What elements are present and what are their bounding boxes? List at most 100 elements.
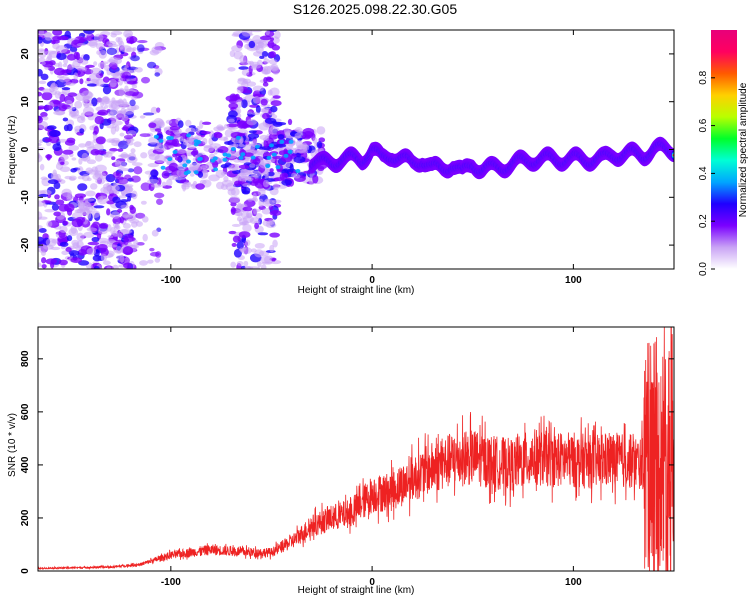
- heatmap-cell: [111, 120, 123, 126]
- heatmap-cell: [263, 199, 275, 207]
- heatmap-cell: [47, 179, 59, 185]
- heatmap-cell: [115, 221, 120, 230]
- heatmap-cell: [161, 171, 170, 179]
- heatmap-cell: [38, 262, 42, 268]
- heatmap-cell: [262, 82, 269, 87]
- heatmap-cell: [77, 183, 88, 191]
- heatmap-cell: [261, 207, 272, 215]
- heatmap-cell: [119, 132, 125, 137]
- heatmap-cell: [244, 266, 252, 269]
- heatmap-cell: [142, 215, 149, 223]
- heatmap-cell: [117, 98, 124, 108]
- heatmap-cell: [95, 136, 106, 145]
- heatmap-cell: [275, 165, 281, 170]
- heatmap-cell: [53, 62, 61, 67]
- heatmap-cell: [61, 188, 72, 198]
- heatmap-cell: [131, 84, 138, 89]
- heatmap-cell: [281, 172, 289, 179]
- heatmap-cell: [102, 85, 112, 95]
- heatmap-cell: [226, 123, 239, 128]
- colorbar-tick-label: 0.0: [698, 262, 709, 276]
- heatmap-cell: [38, 154, 43, 163]
- y-tick-label: 0: [20, 146, 31, 152]
- heatmap-cell: [86, 227, 98, 232]
- heatmap-cell: [154, 72, 161, 77]
- heatmap-cell: [43, 104, 54, 111]
- heatmap-cell: [93, 266, 100, 269]
- heatmap-cell: [66, 53, 77, 61]
- heatmap-cell: [249, 60, 254, 66]
- heatmap-cell: [142, 233, 148, 242]
- heatmap-cell: [264, 117, 277, 124]
- heatmap-cell: [236, 261, 244, 266]
- heatmap-cell: [199, 179, 207, 185]
- heatmap-cell: [191, 165, 203, 172]
- snr-panel: -100 0 100 0 200 400 600 800 Height of straigh…: [7, 326, 675, 596]
- heatmap-cell: [260, 98, 268, 106]
- heatmap-cell: [142, 112, 155, 116]
- heatmap-cell: [272, 239, 278, 248]
- heatmap-cell: [293, 156, 306, 164]
- colorbar: 0.0 0.2 0.4 0.6 0.8 Normalized spectral ampl…: [698, 30, 749, 276]
- heatmap-cell: [238, 143, 245, 147]
- snr-y-axis-label: SNR (10 * v/v): [7, 413, 18, 477]
- heatmap-cell: [135, 221, 144, 227]
- heatmap-cell: [251, 63, 262, 69]
- snr-series-line: [38, 327, 674, 571]
- heatmap-cell: [242, 78, 251, 84]
- heatmap-cell: [229, 196, 241, 203]
- heatmap-cell: [243, 260, 249, 267]
- heatmap-cell: [272, 66, 280, 75]
- heatmap-cell: [302, 127, 315, 137]
- heatmap-cell: [267, 171, 275, 177]
- heatmap-cell: [293, 174, 301, 179]
- heatmap-blobs: [38, 30, 674, 269]
- heatmap-cell: [114, 72, 121, 76]
- heatmap-cell: [126, 155, 138, 164]
- heatmap-cell: [112, 196, 121, 204]
- heatmap-cell: [54, 90, 61, 99]
- heatmap-cell: [63, 203, 75, 213]
- heatmap-cell: [40, 73, 49, 81]
- heatmap-cell: [228, 164, 239, 172]
- heatmap-cell: [257, 232, 269, 236]
- heatmap-cell: [136, 44, 145, 53]
- heatmap-cell: [69, 46, 78, 53]
- heatmap-cell: [129, 204, 134, 211]
- heatmap-cell: [182, 183, 187, 192]
- heatmap-cell: [38, 106, 44, 111]
- heatmap-cell: [74, 100, 83, 109]
- heatmap-cell: [106, 208, 111, 216]
- heatmap-cell: [220, 164, 229, 169]
- heatmap-cell: [86, 247, 97, 256]
- heatmap-cell: [38, 193, 49, 198]
- heatmap-cell: [60, 154, 69, 161]
- heatmap-cell: [241, 175, 251, 181]
- heatmap-cell: [281, 179, 293, 186]
- heatmap-cell: [246, 213, 253, 219]
- heatmap-cell: [274, 30, 281, 39]
- heatmap-cell: [106, 47, 118, 56]
- heatmap-cell: [67, 92, 78, 97]
- heatmap-cell: [90, 67, 102, 75]
- heatmap-cell: [120, 204, 129, 209]
- heatmap-cell: [238, 231, 251, 238]
- heatmap-cell: [258, 198, 264, 208]
- heatmap-cell: [155, 251, 162, 258]
- heatmap-cell: [97, 227, 108, 235]
- heatmap-cell: [117, 167, 130, 172]
- heatmap-cell: [153, 134, 159, 139]
- heatmap-cell: [91, 236, 100, 243]
- heatmap-cell: [86, 177, 92, 182]
- heatmap-cell: [317, 166, 325, 172]
- heatmap-cell: [58, 259, 68, 266]
- x-tick-label: -100: [161, 577, 181, 588]
- heatmap-cell: [316, 141, 323, 149]
- heatmap-cell: [269, 143, 275, 148]
- heatmap-cell: [98, 61, 106, 69]
- heatmap-cell: [228, 230, 237, 235]
- heatmap-cell: [70, 257, 83, 263]
- heatmap-cell: [168, 162, 179, 172]
- heatmap-cell: [250, 155, 256, 160]
